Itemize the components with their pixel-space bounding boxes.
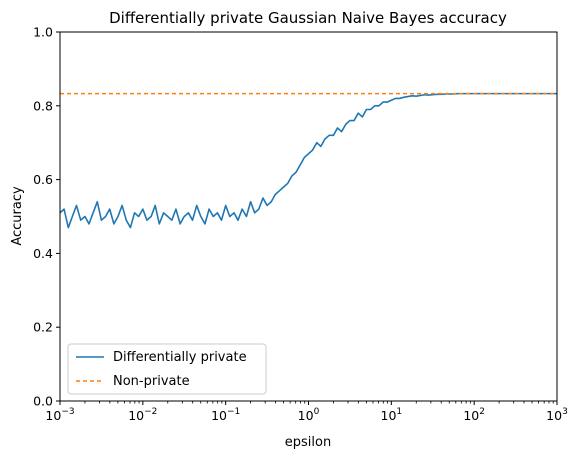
legend: Differentially private Non-private [67,343,267,395]
y-tick-label: 0.4 [33,246,53,261]
y-axis-label: Accuracy [10,186,25,246]
x-tick-label: 10−1 [211,407,240,423]
y-tick-label: 0.8 [33,98,53,113]
legend-box [67,343,267,395]
series-line-differentially-private [59,92,557,229]
legend-label-differentially-private: Differentially private [113,350,247,365]
y-tick-label: 0.6 [33,172,53,187]
x-tick-label: 100 [298,407,320,423]
y-tick-label: 0.2 [33,320,53,335]
x-axis: 10−3 10−2 10−1 100 101 102 103 [45,401,568,423]
x-tick-label: 103 [546,407,568,423]
x-tick-label: 101 [381,407,403,423]
plot-area [59,92,557,229]
y-axis: 0.0 0.2 0.4 0.6 0.8 1.0 [33,25,60,409]
y-tick-label: 1.0 [33,25,53,40]
x-tick-label: 10−2 [128,407,157,423]
x-tick-label: 102 [463,407,485,423]
x-tick-label: 10−3 [45,407,74,423]
chart-title: Differentially private Gaussian Naive Ba… [109,9,507,27]
x-axis-label: epsilon [285,435,331,450]
y-tick-label: 0.0 [33,394,53,409]
legend-label-non-private: Non-private [113,374,190,389]
